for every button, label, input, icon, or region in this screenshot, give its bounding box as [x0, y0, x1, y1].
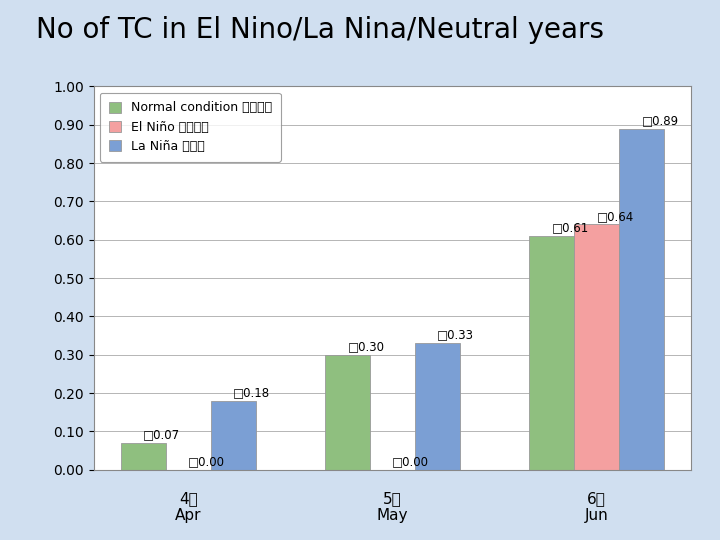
Bar — [211, 401, 256, 470]
Bar — [619, 129, 664, 470]
Bar — [121, 443, 166, 470]
Text: □0.33: □0.33 — [437, 329, 474, 342]
Bar — [325, 355, 370, 470]
Bar — [415, 343, 460, 470]
Text: Jun: Jun — [585, 508, 608, 523]
Text: Apr: Apr — [175, 508, 202, 523]
Text: 5月: 5月 — [383, 491, 402, 506]
Text: □0.18: □0.18 — [233, 386, 270, 399]
Text: □0.00: □0.00 — [188, 455, 225, 468]
Text: 6月: 6月 — [588, 491, 606, 506]
Bar — [529, 236, 574, 470]
Text: □0.64: □0.64 — [597, 210, 634, 223]
Legend: Normal condition 正常情況, El Niño 厘爾尼諾, La Niña 拉尼娜: Normal condition 正常情況, El Niño 厘爾尼諾, La … — [100, 93, 281, 161]
Bar — [574, 225, 619, 470]
Text: No of TC in El Nino/La Nina/Neutral years: No of TC in El Nino/La Nina/Neutral year… — [36, 16, 604, 44]
Text: □0.89: □0.89 — [642, 114, 679, 127]
Text: □0.00: □0.00 — [392, 455, 429, 468]
Text: □0.61: □0.61 — [552, 221, 589, 234]
Text: May: May — [377, 508, 408, 523]
Text: □0.30: □0.30 — [348, 340, 384, 353]
Text: □0.07: □0.07 — [143, 428, 180, 441]
Text: 4月: 4月 — [179, 491, 197, 506]
